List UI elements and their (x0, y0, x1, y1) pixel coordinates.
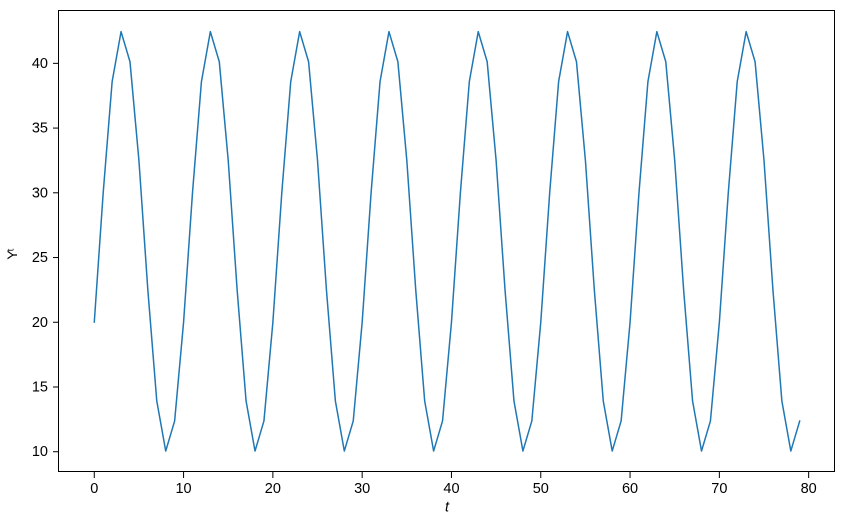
svg-text:20: 20 (265, 481, 281, 497)
svg-text:15: 15 (32, 380, 48, 396)
svg-text:0: 0 (90, 481, 98, 497)
svg-text:30: 30 (32, 185, 48, 201)
svg-text:20: 20 (32, 315, 48, 331)
svg-text:30: 30 (354, 481, 370, 497)
svg-text:80: 80 (801, 481, 817, 497)
svg-text:40: 40 (32, 56, 48, 72)
svg-text:60: 60 (622, 481, 638, 497)
svg-text:25: 25 (32, 250, 48, 266)
svg-text:70: 70 (711, 481, 727, 497)
svg-text:10: 10 (32, 444, 48, 460)
svg-text:t: t (6, 248, 17, 251)
svg-text:40: 40 (443, 481, 459, 497)
svg-text:t: t (445, 500, 450, 516)
svg-text:35: 35 (32, 121, 48, 137)
svg-text:50: 50 (533, 481, 549, 497)
svg-text:10: 10 (175, 481, 191, 497)
